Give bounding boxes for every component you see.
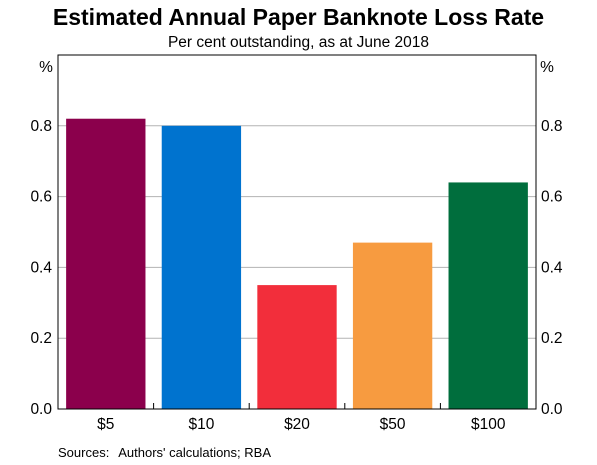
x-tick-marks	[153, 403, 441, 409]
bar-dollar-20	[257, 285, 337, 409]
y-tick-label-left: 0.8	[30, 118, 52, 135]
y-tick-label-right: 0.6	[541, 189, 563, 206]
bar-dollar-5	[66, 118, 146, 409]
plot-frame	[57, 54, 537, 410]
x-tick-label: $10	[188, 416, 214, 433]
tick-labels: 0.0 0.0 0.2 0.2 0.4 0.4 0.6 0.6 0.8 0.8 $5 $10 $20 $5…	[30, 118, 562, 433]
x-tick-label: $20	[284, 416, 310, 433]
y-axis-unit-left: %	[39, 59, 53, 76]
y-tick-label-right: 0.4	[541, 259, 563, 276]
y-tick-label-right: 0.2	[541, 330, 563, 347]
chart-subtitle: Per cent outstanding, as at June 2018	[167, 34, 430, 51]
source-label: Sources:	[58, 445, 110, 460]
source-note: Sources: Authors' calculations; RBA	[58, 445, 271, 460]
bar-dollar-50	[352, 242, 433, 409]
x-tick-label: $100	[471, 416, 506, 433]
bars	[66, 118, 528, 410]
source-text: Authors' calculations; RBA	[118, 445, 271, 460]
x-tick-label: $50	[380, 416, 406, 433]
y-tick-label-left: 0.4	[30, 259, 52, 276]
chart-title: Estimated Annual Paper Banknote Loss Rat…	[52, 4, 545, 30]
y-axis-unit-right: %	[540, 59, 554, 76]
bar-dollar-10	[161, 125, 242, 410]
bar-dollar-100	[448, 182, 528, 409]
y-tick-label-right: 0.8	[541, 118, 563, 135]
y-tick-label-left: 0.0	[30, 401, 52, 418]
x-tick-label: $5	[97, 416, 114, 433]
y-tick-label-left: 0.2	[30, 330, 52, 347]
y-tick-label-left: 0.6	[30, 189, 52, 206]
y-tick-label-right: 0.0	[541, 401, 563, 418]
